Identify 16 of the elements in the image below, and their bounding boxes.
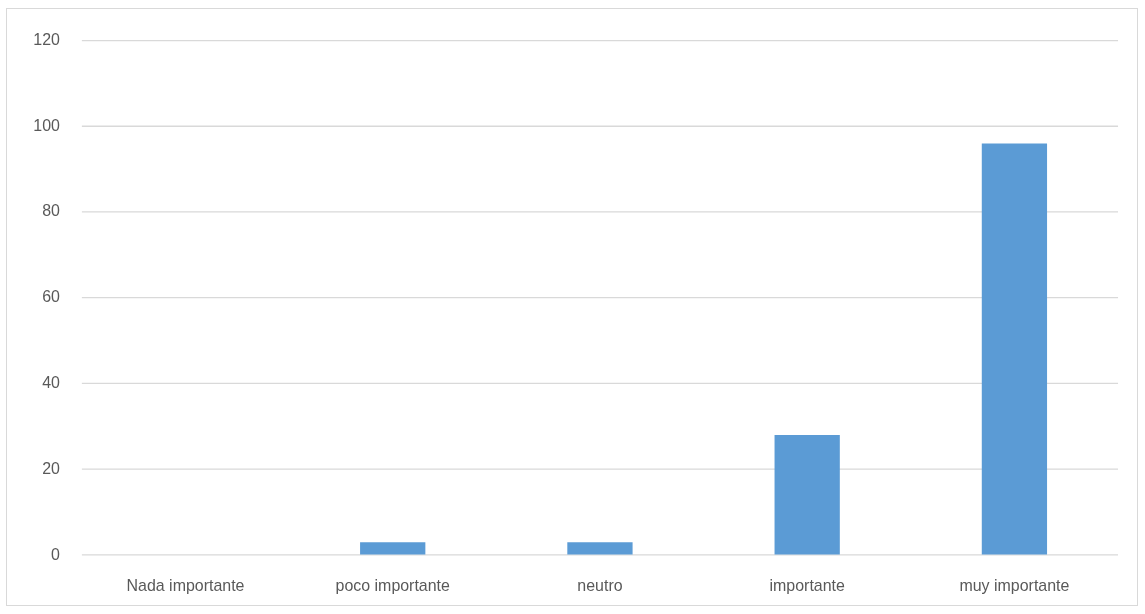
bar: [360, 542, 426, 555]
y-tick-label: 20: [42, 459, 61, 477]
x-tick-label: importante: [769, 577, 845, 595]
x-tick-label: poco importante: [335, 577, 451, 595]
x-tick-label: neutro: [577, 577, 623, 595]
y-tick-label: 0: [51, 545, 61, 563]
x-tick-label: muy importante: [959, 577, 1070, 595]
bar: [981, 143, 1048, 555]
y-tick-label: 100: [33, 116, 61, 134]
bar: [567, 542, 633, 555]
y-tick-label: 120: [33, 30, 61, 48]
bar: [774, 435, 840, 555]
y-tick-label: 40: [42, 374, 61, 391]
x-tick-label: Nada importante: [126, 577, 245, 595]
y-tick-label: 80: [42, 202, 61, 220]
y-tick-label: 60: [42, 288, 61, 306]
